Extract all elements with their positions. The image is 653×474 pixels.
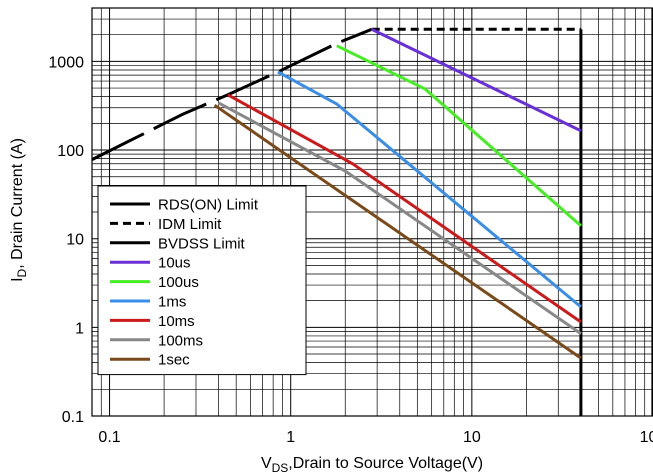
series-line-100us	[336, 44, 582, 227]
tick-labels: 0.1 1 10 100 0.1 1 10 100 1000	[48, 54, 653, 446]
y-tick-label: 0.1	[62, 409, 84, 426]
series-line-100ms	[217, 101, 582, 335]
legend-label: 100us	[158, 274, 199, 291]
legend-label: 100ms	[158, 332, 203, 349]
plot-frame	[91, 7, 653, 417]
series-line-10us	[371, 27, 582, 133]
series-line-1sec	[213, 103, 582, 360]
legend-label: BVDSS Limit	[158, 235, 246, 252]
series-line-10ms	[227, 93, 582, 324]
x-axis-label: VDS,Drain to Source Voltage(V)	[261, 455, 483, 474]
series-line-1ms	[277, 70, 582, 309]
legend-label: 1ms	[158, 294, 186, 311]
legend-label: 1sec	[158, 352, 190, 369]
x-tick-label: 100	[640, 429, 653, 446]
x-tick-label: 1	[286, 429, 295, 446]
x-tick-label: 0.1	[98, 429, 120, 446]
legend-label: IDM Limit	[158, 216, 222, 233]
y-axis-label: ID, Drain Current (A)	[9, 138, 29, 282]
y-tick-label: 10	[66, 232, 84, 249]
x-tick-label: 10	[463, 429, 481, 446]
y-tick-label: 100	[57, 143, 84, 160]
legend: RDS(ON) Limit IDM Limit BVDSS Limit 10us 100…	[97, 185, 307, 376]
y-tick-label: 1000	[48, 54, 84, 71]
y-tick-label: 1	[75, 320, 84, 337]
legend-label: RDS(ON) Limit	[158, 197, 259, 214]
legend-label: 10ms	[158, 313, 195, 330]
series-layer	[91, 27, 583, 416]
legend-label: 10us	[158, 255, 191, 272]
